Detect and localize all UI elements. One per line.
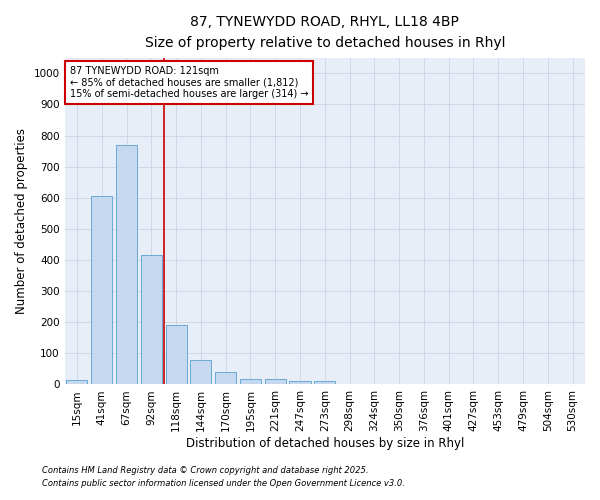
Bar [190,360,211,384]
Bar [240,379,261,384]
Bar [116,145,137,384]
Bar [91,196,112,384]
Y-axis label: Number of detached properties: Number of detached properties [15,128,28,314]
Text: Contains HM Land Registry data © Crown copyright and database right 2025.
Contai: Contains HM Land Registry data © Crown c… [42,466,405,487]
Text: 87 TYNEWYDD ROAD: 121sqm
← 85% of detached houses are smaller (1,812)
15% of sem: 87 TYNEWYDD ROAD: 121sqm ← 85% of detach… [70,66,308,99]
Bar [166,326,187,384]
Bar [314,380,335,384]
X-axis label: Distribution of detached houses by size in Rhyl: Distribution of detached houses by size … [185,437,464,450]
Bar [289,380,311,384]
Bar [215,372,236,384]
Bar [265,379,286,384]
Bar [67,380,88,384]
Bar [141,256,162,384]
Title: 87, TYNEWYDD ROAD, RHYL, LL18 4BP
Size of property relative to detached houses i: 87, TYNEWYDD ROAD, RHYL, LL18 4BP Size o… [145,15,505,50]
